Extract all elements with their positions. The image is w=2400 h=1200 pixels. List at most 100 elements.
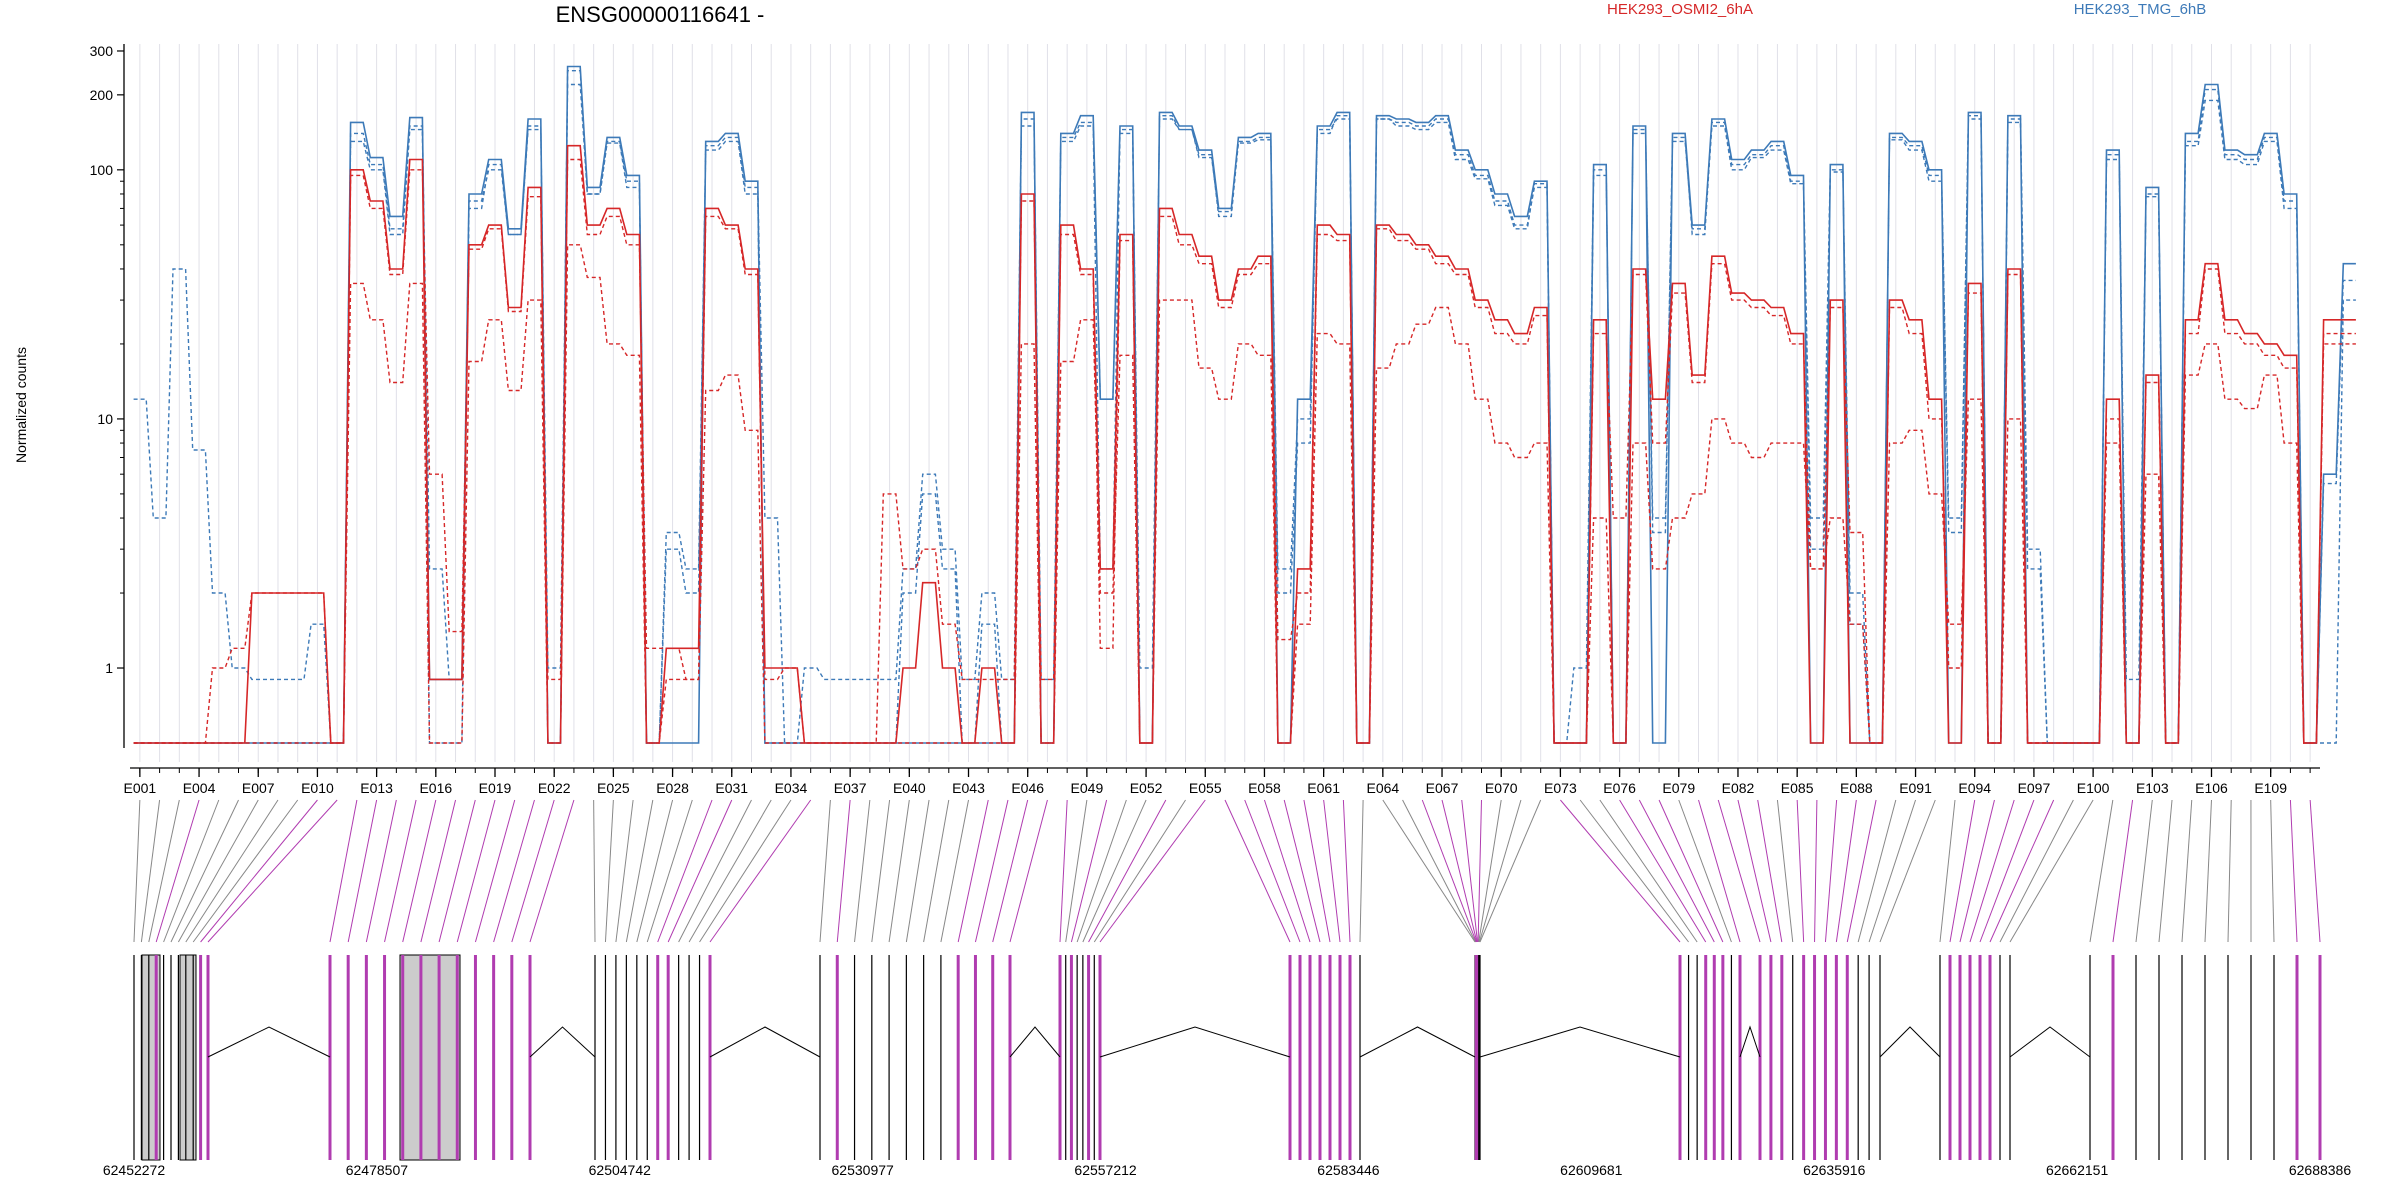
exon-connector [163, 799, 220, 943]
exon-connector [529, 799, 575, 943]
x-tick-label: E094 [1958, 780, 1991, 796]
exon-connector [1678, 799, 1732, 943]
x-tick-label: E016 [419, 780, 452, 796]
exon-connector [1969, 799, 2015, 943]
x-tick-label: E031 [715, 780, 748, 796]
exon-connector [1323, 799, 1341, 943]
exon-connector [1999, 799, 2074, 943]
exon-connector [192, 799, 299, 943]
exon-connector [1382, 799, 1476, 943]
exon-connector [177, 799, 259, 943]
x-tick-label: E010 [301, 780, 334, 796]
exon-connector [185, 799, 279, 943]
exon-connector [709, 799, 812, 943]
exon-block [179, 954, 197, 1161]
genomic-axis-label: 62557212 [1074, 1162, 1137, 1178]
genomic-axis-label: 62583446 [1317, 1162, 1380, 1178]
exon-connector [1461, 799, 1478, 943]
exon-connector [1879, 799, 1936, 943]
legend-osmi-label: HEK293_OSMI2_6hA [1607, 1, 1753, 18]
exon-connector [200, 799, 318, 943]
genomic-axis-label: 62688386 [2289, 1162, 2352, 1178]
exon-connector [636, 799, 674, 943]
exon-connector-lines [133, 799, 2321, 943]
series-line-tmg-1 [133, 83, 2356, 744]
x-tick-label: E046 [1011, 780, 1044, 796]
exon-connector [2009, 799, 2094, 943]
exon-connector [2135, 799, 2153, 943]
y-tick-label: 100 [90, 162, 114, 178]
intron-line [1479, 1026, 1681, 1058]
exon-connector [699, 799, 792, 943]
exon-connector [854, 799, 871, 943]
exon-connector [1093, 799, 1186, 943]
gene-model: 62452272 62478507 62504742 62530977 62557212… [103, 954, 2352, 1178]
series-line-tmg-2 [133, 70, 2356, 744]
exon-connector [819, 799, 831, 943]
exon-connector [593, 799, 596, 943]
exon-connector [2227, 799, 2232, 943]
exon-connector [905, 799, 930, 943]
exon-connector [1658, 799, 1724, 943]
genomic-axis-label: 62504742 [589, 1162, 652, 1178]
genomic-axis-label: 62662151 [2046, 1162, 2109, 1178]
exon-connector [1059, 799, 1068, 943]
exon-connector [604, 799, 614, 943]
exon-connector [1868, 799, 1917, 943]
x-tick-label: E040 [893, 780, 926, 796]
exon-connector [1099, 799, 1206, 943]
x-tick-label: E034 [775, 780, 808, 796]
x-tick-label: E091 [1899, 780, 1932, 796]
exon-connector [1959, 799, 1995, 943]
exon-connector [1824, 799, 1838, 943]
exon-connector [2270, 799, 2275, 943]
y-tick-label: 1 [105, 660, 113, 676]
exon-connector [1065, 799, 1088, 943]
exon-connector [646, 799, 693, 943]
exon-connector [667, 799, 733, 943]
exon-connector [974, 799, 1009, 943]
exon-connector [615, 799, 634, 943]
series-line-osmi-4 [133, 158, 2356, 744]
chart-axes: 1 10 100 200 300 E001 E004 E007 E010 E013 E016 E019… [90, 43, 2320, 796]
x-tick-label: E064 [1366, 780, 1399, 796]
exon-connector [1599, 799, 1698, 943]
x-tick-label: E007 [242, 780, 275, 796]
exon-connector [1835, 799, 1857, 943]
exon-connector [1717, 799, 1761, 943]
exon-connector [155, 799, 200, 943]
exon-connector [1979, 799, 2035, 943]
intron-line [1009, 1026, 1061, 1058]
series-line-osmi-5 [133, 244, 2356, 744]
exon-connector [1283, 799, 1321, 943]
intron-line [529, 1026, 596, 1058]
intron-line [1099, 1026, 1291, 1058]
x-tick-label: E082 [1722, 780, 1755, 796]
exon-connector [511, 799, 555, 943]
genomic-axis-label: 62609681 [1560, 1162, 1623, 1178]
y-axis-label: Normalized counts [13, 347, 29, 463]
exon-connector [456, 799, 496, 943]
x-tick-label: E097 [2018, 780, 2051, 796]
exon-connector [329, 799, 358, 943]
genomic-axis-label: 62478507 [346, 1162, 409, 1178]
x-tick-label: E076 [1603, 780, 1636, 796]
exon-connector [420, 799, 457, 943]
exon-connector [1359, 799, 1364, 943]
exon-connector [678, 799, 752, 943]
x-tick-label: E103 [2136, 780, 2169, 796]
exon-connector [1441, 799, 1478, 943]
chart-gridlines [139, 44, 2311, 762]
exon-connector [402, 799, 437, 943]
x-tick-label: E085 [1781, 780, 1814, 796]
exon-connector [957, 799, 989, 943]
intron-line [207, 1026, 331, 1058]
exon-connector [1402, 799, 1477, 943]
exon-connector [836, 799, 851, 943]
x-tick-label: E106 [2195, 780, 2228, 796]
exon-connector [1421, 799, 1477, 943]
exon-connector [625, 799, 654, 943]
exon-connector [1088, 799, 1167, 943]
x-tick-label: E067 [1426, 780, 1459, 796]
exon-connector [923, 799, 950, 943]
